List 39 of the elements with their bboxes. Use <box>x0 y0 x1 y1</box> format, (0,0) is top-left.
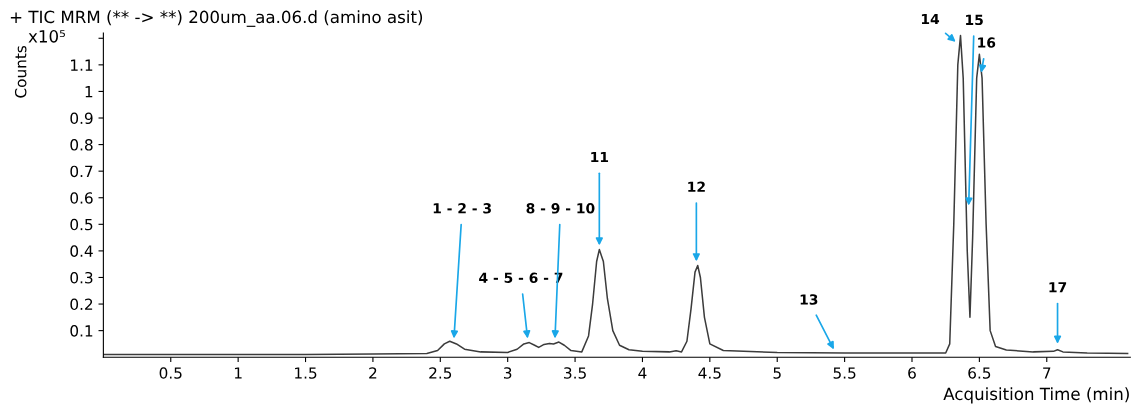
x-tick-label: 3 <box>503 367 512 379</box>
x-tick-label: 6.5 <box>968 367 991 379</box>
x-tick-label: 6 <box>908 367 916 379</box>
annotation: 14 <box>921 13 940 25</box>
chart-title: + TIC MRM (** -> **) 200um_aa.06.d (amino asit) <box>10 10 423 27</box>
annotation: 1 - 2 - 3 <box>433 203 491 214</box>
text: x10⁵ <box>28 30 65 43</box>
y-tick-label: 0.9 <box>70 112 93 125</box>
y-tick-label: 1 <box>85 86 93 98</box>
x-tick-label: 4 <box>638 367 647 379</box>
x-tick-label: 5 <box>773 367 781 379</box>
x-axis-title: Acquisition Time (min) <box>943 387 1129 404</box>
x-tick-label: 5.5 <box>833 367 856 379</box>
y-tick-label: 0.2 <box>70 298 93 311</box>
y-tick-label: 0.5 <box>70 218 93 231</box>
x-tick-label: 1.5 <box>295 367 317 379</box>
y-tick-label: 0.3 <box>70 271 93 284</box>
y-tick-label: 0.1 <box>70 325 93 337</box>
x-tick-label: 3.5 <box>564 367 586 379</box>
line-series <box>103 34 1129 356</box>
y-tick-label: 0.7 <box>70 165 93 178</box>
y-tick-label: 0.8 <box>70 139 93 151</box>
x-tick-label: 4.5 <box>698 367 721 379</box>
x-tick-label: 7 <box>1043 367 1051 379</box>
y-tick-label: 1.1 <box>71 59 93 71</box>
annotation: 13 <box>800 294 818 305</box>
annotation: 11 <box>591 151 609 163</box>
x-tick-label: 0.5 <box>159 367 182 379</box>
annotation: 8 - 9 - 10 <box>526 203 595 214</box>
annotation: 12 <box>688 181 705 192</box>
y-tick-label: 0.4 <box>70 245 93 257</box>
x-tick-label: 2 <box>369 367 377 379</box>
x-tick-label: 1 <box>234 367 242 379</box>
y-tick-label: 0.6 <box>70 192 93 204</box>
annotation: 16 <box>978 37 996 48</box>
annotation: 17 <box>1049 282 1067 293</box>
annotation: 15 <box>966 14 983 26</box>
x-tick-label: 2.5 <box>429 367 452 379</box>
y-axis-title: Counts <box>14 45 27 98</box>
